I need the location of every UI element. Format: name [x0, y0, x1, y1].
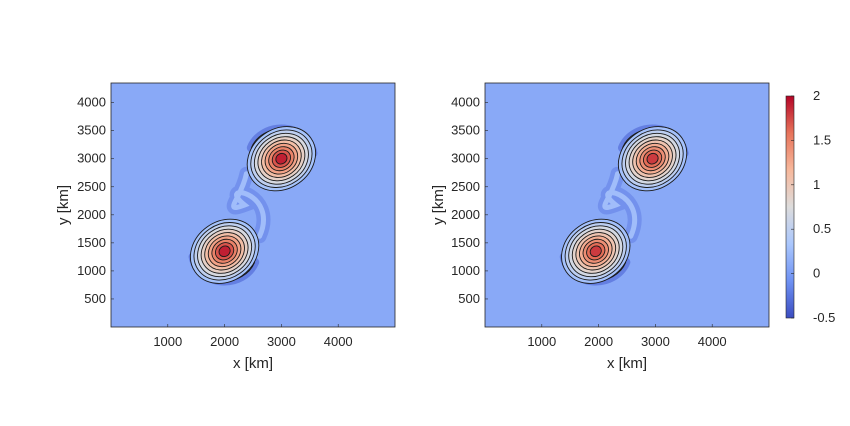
y-tick-label: 4000 [451, 95, 480, 110]
y-tick-label: 2000 [77, 207, 106, 222]
y-tick-label: 500 [458, 291, 480, 306]
vortex-contour [635, 142, 670, 175]
vortex-1 [561, 218, 631, 284]
left-x-axis-label: x [km] [233, 355, 273, 372]
vortex-contour [589, 245, 602, 258]
y-tick-label: 500 [84, 291, 106, 306]
colorbar-ticks: 2 1.5 1 0.5 0 -0.5 [791, 88, 835, 325]
x-tick-label: 4000 [324, 334, 353, 349]
y-tick-label: 1500 [77, 235, 106, 250]
left-vorticity-field [188, 124, 318, 286]
colorbar-tick-label: 1 [813, 177, 820, 192]
vortex-contour [579, 235, 613, 268]
y-tick-label: 1000 [77, 263, 106, 278]
vortex-contour [271, 149, 291, 168]
vortex-contour [250, 129, 313, 188]
vortex-contour [257, 136, 306, 182]
right-axes-frame [484, 82, 770, 328]
vortex-contour [193, 222, 256, 281]
vortex-contour [582, 238, 609, 264]
left-axes-frame [110, 82, 396, 328]
vortex-level [590, 245, 602, 257]
colorbar-tick-label: 0.5 [813, 221, 831, 236]
vortex-contour [642, 149, 663, 168]
vortex-level [219, 245, 231, 257]
vortex-2 [617, 126, 688, 192]
vortex-contour [246, 126, 316, 192]
x-tick-label: 4000 [698, 334, 727, 349]
left-x-ticks: 1000 2000 3000 4000 [153, 324, 353, 349]
filament-core [231, 171, 266, 239]
vortex-contour [253, 132, 309, 185]
vortex-contour [204, 232, 245, 271]
colorbar: 2 1.5 1 0.5 0 -0.5 [785, 88, 835, 325]
vortex-contour [275, 152, 288, 165]
x-tick-label: 2000 [584, 334, 613, 349]
vortex-level [646, 153, 659, 165]
y-tick-label: 1000 [451, 263, 480, 278]
vortex-contour [200, 228, 249, 274]
vortex-contour [632, 139, 673, 178]
left-y-axis-label: y [km] [55, 185, 72, 225]
colorbar-tick-label: 1.5 [813, 132, 831, 147]
right-y-axis-label: y [km] [430, 185, 447, 225]
x-tick-label: 1000 [527, 334, 556, 349]
x-tick-label: 1000 [153, 334, 182, 349]
colorbar-tick-label: 2 [813, 88, 820, 103]
vortex-contour [571, 228, 620, 274]
y-tick-label: 3000 [77, 151, 106, 166]
left-panel: 1000 2000 3000 4000 500 1000 1500 2000 2500 3000… [55, 82, 396, 372]
x-tick-label: 2000 [210, 334, 239, 349]
vortex-contour [617, 126, 688, 192]
filament-core [602, 171, 638, 239]
vortex-contour [197, 225, 253, 278]
vortex-contour [586, 242, 606, 261]
vortex-contour [646, 152, 659, 165]
y-tick-label: 2500 [451, 179, 480, 194]
right-panel: 1000 2000 3000 4000 500 1000 1500 2000 2500 3000… [430, 82, 770, 372]
y-tick-label: 4000 [77, 95, 106, 110]
vortex-contour [561, 218, 631, 284]
right-x-axis-label: x [km] [607, 355, 647, 372]
y-tick-label: 3000 [451, 151, 480, 166]
right-y-ticks: 500 1000 1500 2000 2500 3000 3500 4000 [451, 95, 488, 306]
vortex-contour [268, 146, 295, 172]
y-tick-label: 2000 [451, 207, 480, 222]
vortex-level [275, 153, 287, 165]
vortex-contour [568, 225, 624, 278]
left-y-ticks: 500 1000 1500 2000 2500 3000 3500 4000 [77, 95, 114, 306]
x-tick-label: 3000 [641, 334, 670, 349]
vortex-contour [621, 129, 684, 188]
vortex-2 [246, 126, 316, 192]
vortex-contour [564, 222, 627, 281]
vortex-contour [639, 146, 666, 172]
vortex-contour [625, 132, 681, 185]
vortex-contour [215, 242, 235, 261]
right-vorticity-field [559, 124, 689, 286]
y-tick-label: 1500 [451, 235, 480, 250]
vortex-contour [207, 235, 242, 268]
vortex-contour [190, 218, 260, 284]
vortex-contour [211, 238, 238, 264]
colorbar-tick-label: -0.5 [813, 310, 835, 325]
colorbar-tick-label: 0 [813, 266, 820, 281]
x-tick-label: 3000 [267, 334, 296, 349]
y-tick-label: 2500 [77, 179, 106, 194]
y-tick-label: 3500 [451, 123, 480, 138]
colorbar-gradient [785, 95, 795, 319]
vortex-contour [264, 142, 299, 175]
vortex-contour [628, 136, 677, 182]
vortex-contour [575, 232, 617, 271]
right-x-ticks: 1000 2000 3000 4000 [527, 324, 727, 349]
y-tick-label: 3500 [77, 123, 106, 138]
vortex-contour [218, 245, 231, 258]
vortex-contour [261, 139, 302, 178]
vortex-1 [190, 218, 260, 284]
